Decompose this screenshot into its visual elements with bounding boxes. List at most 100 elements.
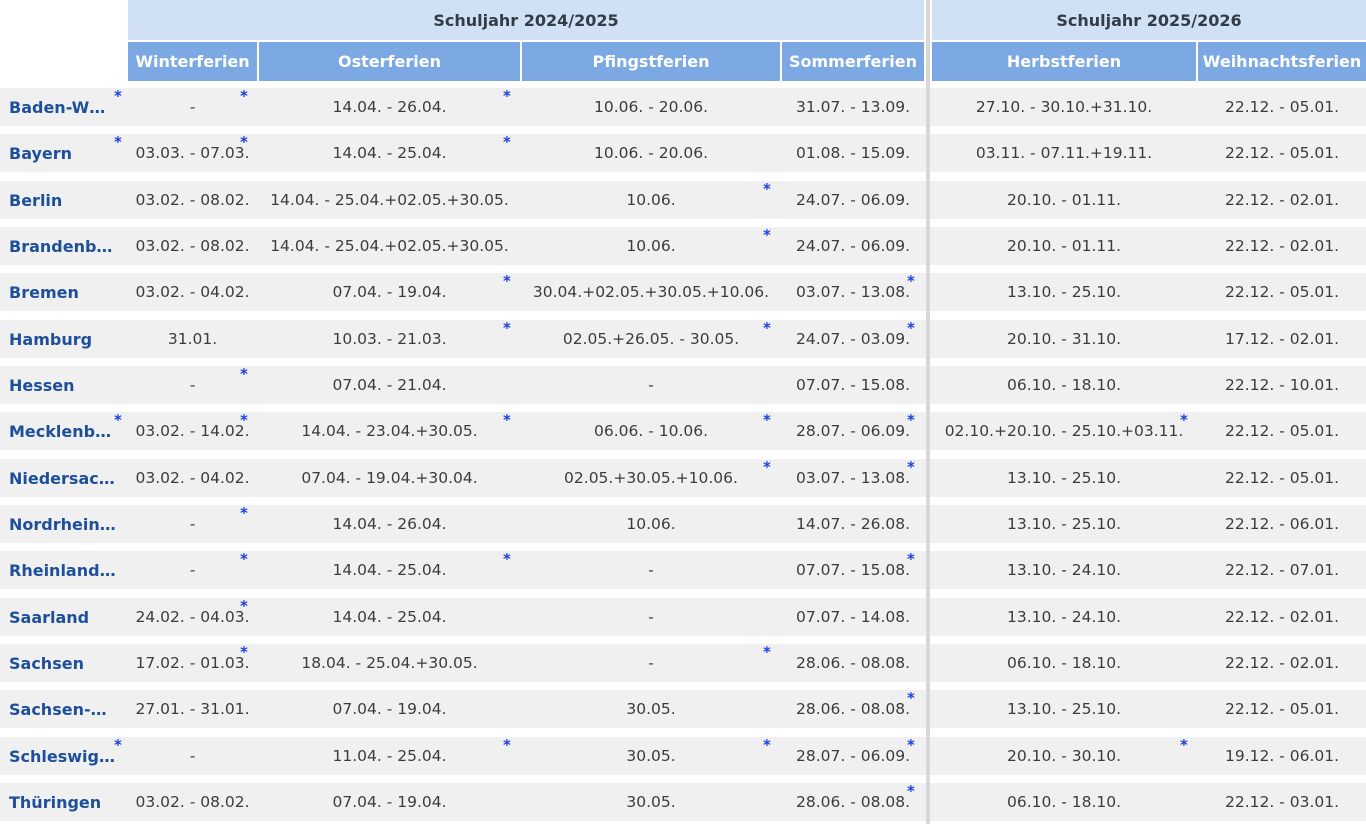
note-marker-icon[interactable]: * [114, 736, 122, 754]
holiday-cell-osterferien: 14.04. - 25.04. [332, 561, 447, 579]
note-marker-icon[interactable]: * [240, 504, 248, 522]
holiday-cell-winterferien: - [189, 747, 196, 765]
state-link[interactable]: Baden-W… [9, 97, 106, 117]
note-marker-icon[interactable]: * [763, 736, 771, 754]
column-header-herbstferien: Herbstferien [932, 42, 1196, 81]
column-header-weihnachtsferien: Weihnachtsferien [1198, 42, 1366, 81]
table-row [0, 88, 1366, 126]
table-row [0, 644, 1366, 682]
state-link[interactable]: Niedersac… [9, 468, 115, 488]
holiday-cell-sommerferien: 28.07. - 06.09. [795, 422, 911, 440]
note-marker-icon[interactable]: * [907, 272, 915, 290]
holiday-cell-osterferien: 07.04. - 19.04. [332, 283, 447, 301]
state-link[interactable]: Saarland [9, 607, 90, 627]
holiday-cell-sommerferien: 07.07. - 15.08. [795, 561, 911, 579]
state-link[interactable]: Sachsen-… [9, 699, 107, 719]
note-marker-icon[interactable]: * [763, 319, 771, 337]
note-marker-icon[interactable]: * [503, 133, 511, 151]
note-marker-icon[interactable]: * [503, 87, 511, 105]
state-link[interactable]: Bayern [9, 143, 73, 163]
holiday-cell-sommerferien: 01.08. - 15.09. [795, 144, 911, 162]
holiday-cell-osterferien: 07.04. - 19.04. [332, 700, 447, 718]
note-marker-icon[interactable]: * [907, 782, 915, 800]
holiday-cell-sommerferien: 31.07. - 13.09. [795, 98, 911, 116]
note-marker-icon[interactable]: * [114, 133, 122, 151]
holiday-cell-osterferien: 10.03. - 21.03. [332, 330, 447, 348]
holiday-cell-pfingstferien: - [648, 608, 654, 626]
table-row [0, 412, 1366, 450]
holiday-cell-sommerferien: 03.07. - 13.08. [795, 283, 911, 301]
state-link[interactable]: Mecklenb… [9, 421, 112, 441]
note-marker-icon[interactable]: * [907, 689, 915, 707]
holiday-cell-osterferien: 14.04. - 25.04. [332, 144, 447, 162]
holiday-cell-osterferien: 07.04. - 21.04. [332, 376, 447, 394]
holiday-cell-herbstferien: 13.10. - 25.10. [1006, 700, 1122, 718]
note-marker-icon[interactable]: * [907, 458, 915, 476]
note-marker-icon[interactable]: * [763, 643, 771, 661]
note-marker-icon[interactable]: * [763, 180, 771, 198]
holiday-cell-winterferien: 03.02. - 08.02. [135, 237, 250, 255]
note-marker-icon[interactable]: * [240, 87, 248, 105]
state-link[interactable]: Rheinland… [9, 560, 116, 580]
state-link[interactable]: Sachsen [9, 653, 84, 673]
note-marker-icon[interactable]: * [503, 550, 511, 568]
holiday-cell-weihnachtsferien: 22.12. - 05.01. [1224, 700, 1340, 718]
note-marker-icon[interactable]: * [240, 643, 248, 661]
holiday-cell-pfingstferien: 30.04.+02.05.+30.05.+10.06. [532, 283, 770, 301]
note-marker-icon[interactable]: * [240, 550, 248, 568]
note-marker-icon[interactable]: * [240, 365, 248, 383]
note-marker-icon[interactable]: * [114, 411, 122, 429]
note-marker-icon[interactable]: * [240, 133, 248, 151]
state-link[interactable]: Schleswig… [9, 746, 115, 766]
holiday-cell-winterferien: 17.02. - 01.03. [135, 654, 250, 672]
note-marker-icon[interactable]: * [114, 87, 122, 105]
state-link[interactable]: Bremen [9, 282, 79, 302]
holiday-cell-herbstferien: 13.10. - 25.10. [1006, 469, 1122, 487]
holiday-cell-herbstferien: 20.10. - 31.10. [1006, 330, 1122, 348]
holiday-cell-pfingstferien: 10.06. [626, 515, 676, 533]
table-row [0, 551, 1366, 589]
holiday-cell-pfingstferien: 10.06. [626, 191, 676, 209]
table-row [0, 227, 1366, 265]
holiday-cell-winterferien: 03.02. - 04.02. [135, 469, 250, 487]
note-marker-icon[interactable]: * [763, 226, 771, 244]
state-link[interactable]: Brandenb… [9, 236, 113, 256]
holiday-cell-osterferien: 14.04. - 26.04. [332, 515, 447, 533]
state-link[interactable]: Hamburg [9, 329, 93, 349]
state-link[interactable]: Berlin [9, 190, 63, 210]
holiday-cell-weihnachtsferien: 22.12. - 02.01. [1224, 237, 1340, 255]
table-row [0, 737, 1366, 775]
note-marker-icon[interactable]: * [907, 736, 915, 754]
holiday-cell-pfingstferien: - [648, 561, 654, 579]
column-header-pfingstferien: Pfingstferien [522, 42, 780, 81]
note-marker-icon[interactable]: * [503, 319, 511, 337]
holiday-cell-pfingstferien: - [648, 654, 654, 672]
note-marker-icon[interactable]: * [503, 411, 511, 429]
state-link[interactable]: Nordrhein… [9, 514, 116, 534]
note-marker-icon[interactable]: * [763, 411, 771, 429]
holiday-cell-weihnachtsferien: 22.12. - 05.01. [1224, 283, 1340, 301]
holiday-cell-weihnachtsferien: 22.12. - 05.01. [1224, 469, 1340, 487]
note-marker-icon[interactable]: * [503, 272, 511, 290]
table-row [0, 273, 1366, 311]
holiday-cell-osterferien: 18.04. - 25.04.+30.05. [301, 654, 478, 672]
table-row [0, 459, 1366, 497]
note-marker-icon[interactable]: * [907, 411, 915, 429]
note-marker-icon[interactable]: * [240, 597, 248, 615]
holiday-cell-herbstferien: 02.10.+20.10. - 25.10.+03.11. [944, 422, 1184, 440]
note-marker-icon[interactable]: * [1180, 411, 1188, 429]
holiday-cell-pfingstferien: - [648, 376, 654, 394]
note-marker-icon[interactable]: * [240, 411, 248, 429]
note-marker-icon[interactable]: * [907, 319, 915, 337]
holiday-cell-pfingstferien: 30.05. [626, 700, 676, 718]
holiday-cell-sommerferien: 28.06. - 08.08. [795, 654, 911, 672]
note-marker-icon[interactable]: * [907, 550, 915, 568]
holiday-cell-pfingstferien: 02.05.+30.05.+10.06. [564, 469, 738, 487]
note-marker-icon[interactable]: * [1180, 736, 1188, 754]
note-marker-icon[interactable]: * [503, 736, 511, 754]
state-link[interactable]: Hessen [9, 375, 75, 395]
note-marker-icon[interactable]: * [763, 458, 771, 476]
state-link[interactable]: Thüringen [9, 792, 102, 812]
holiday-cell-pfingstferien: 30.05. [626, 747, 676, 765]
holiday-cell-winterferien: 03.03. - 07.03. [135, 144, 250, 162]
